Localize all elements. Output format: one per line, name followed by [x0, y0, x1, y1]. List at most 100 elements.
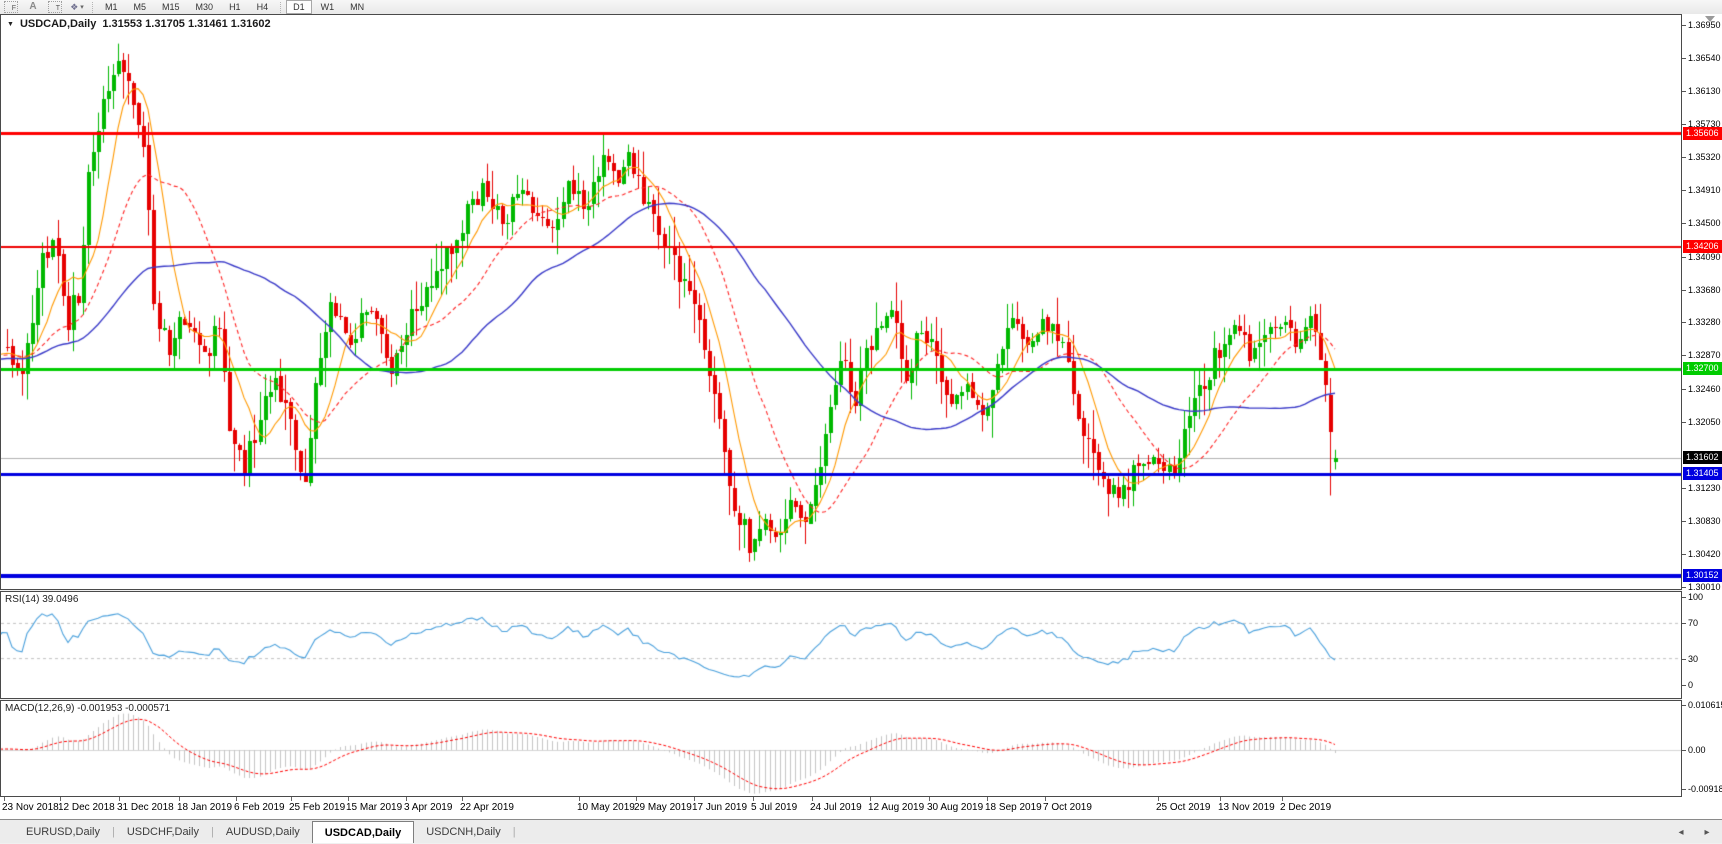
date-axis-label: 6 Feb 2019	[234, 802, 285, 813]
timeframe-button-m5[interactable]: M5	[133, 2, 147, 12]
date-tick-mark	[60, 797, 61, 801]
axis-tick-mark	[1682, 355, 1686, 356]
price-axis-label: 1.31230	[1688, 483, 1721, 493]
timeframe-button-h4[interactable]: H4	[256, 2, 269, 12]
symbol-tab-usdcad[interactable]: USDCAD,Daily	[311, 821, 415, 843]
price-chart-panel[interactable]: ▼ USDCAD,Daily 1.31553 1.31705 1.31461 1…	[0, 14, 1682, 590]
price-axis-label: 1.32870	[1688, 350, 1721, 360]
price-level-badge: 1.30152	[1683, 569, 1722, 582]
date-axis-label: 23 Nov 2018	[2, 802, 59, 813]
axis-tick-mark	[1682, 257, 1686, 258]
axis-tick-mark	[1682, 389, 1686, 390]
rsi-label: RSI(14) 39.0496	[5, 594, 79, 605]
chart-symbol-label: USDCAD,Daily	[19, 18, 97, 30]
toolbar-separator	[280, 1, 282, 13]
timeframe-button-mn[interactable]: MN	[350, 2, 365, 12]
symbol-tab-eurusd[interactable]: EURUSD,Daily	[26, 825, 100, 838]
axis-tick-mark	[1682, 124, 1686, 125]
price-level-badge: 1.31405	[1683, 467, 1722, 480]
dropdown-caret-icon[interactable]: ▾	[80, 4, 84, 11]
price-axis-label: 1.30830	[1688, 516, 1721, 526]
tabs-scroll-left-icon[interactable]: ◂	[1678, 826, 1684, 838]
date-axis-label: 18 Jan 2019	[177, 802, 233, 813]
price-level-badge: 1.31602	[1683, 451, 1722, 464]
timeframe-button-m1[interactable]: M1	[105, 2, 118, 12]
date-tick-mark	[236, 797, 237, 801]
date-tick-mark	[870, 797, 871, 801]
axis-tick-mark	[1682, 488, 1686, 489]
price-level-badge: 1.32700	[1683, 362, 1722, 375]
axis-tick-mark	[1682, 223, 1686, 224]
date-tick-mark	[406, 797, 407, 801]
date-axis-label: 7 Oct 2019	[1043, 802, 1092, 813]
price-axis-label: 1.36130	[1688, 86, 1721, 96]
symbol-tab-usdcnh[interactable]: USDCNH,Daily	[426, 825, 501, 838]
text-box-icon[interactable]: T	[47, 1, 63, 13]
date-axis-label: 15 Mar 2019	[346, 802, 403, 813]
price-axis-label: 1.30420	[1688, 549, 1721, 559]
time-axis-scale[interactable]: 23 Nov 2018 12 Dec 2018 31 Dec 2018 18 Jan …	[0, 797, 1722, 819]
date-axis-label: 13 Nov 2019	[1218, 802, 1275, 813]
macd-axis-label: 0.00	[1688, 745, 1706, 755]
axis-tick-mark	[1682, 597, 1686, 598]
axis-tick-mark	[1682, 322, 1686, 323]
tab-divider: |	[111, 825, 115, 838]
colors-icon-glyph: ❖	[70, 2, 79, 12]
date-axis-label: 12 Aug 2019	[868, 802, 925, 813]
axis-tick-mark	[1682, 623, 1686, 624]
colors-icon[interactable]: ❖ ▾	[69, 1, 85, 13]
timeframe-button-d1[interactable]: D1	[286, 0, 312, 14]
axis-tick-mark	[1682, 190, 1686, 191]
chart-tabs: EURUSD,Daily | USDCHF,Daily | AUDUSD,Daily US…	[14, 820, 516, 843]
price-axis-scale[interactable]: 1.36950 1.36540 1.36130 1.35730 1.35320 1.349…	[1682, 14, 1722, 797]
date-axis-label: 3 Apr 2019	[404, 802, 453, 813]
timeframe-button-w1[interactable]: W1	[320, 2, 335, 12]
chart-shift-marker-icon	[1705, 16, 1715, 22]
text-label-icon[interactable]: A	[25, 1, 41, 13]
rsi-indicator-panel[interactable]: RSI(14) 39.0496	[0, 591, 1682, 699]
tab-divider: |	[210, 825, 214, 838]
timeframe-button-m30[interactable]: M30	[195, 2, 214, 12]
axis-tick-mark	[1682, 422, 1686, 423]
date-axis-label: 10 May 2019	[577, 802, 635, 813]
rsi-axis-label: 0	[1688, 680, 1694, 690]
date-tick-mark	[694, 797, 695, 801]
symbol-caret-icon[interactable]: ▼	[7, 20, 14, 28]
tabs-scroll-right-icon[interactable]: ▸	[1704, 826, 1710, 838]
price-axis-label: 1.35730	[1688, 119, 1721, 129]
macd-indicator-panel[interactable]: MACD(12,26,9) -0.001953 -0.000571	[0, 700, 1682, 797]
date-axis-label: 25 Oct 2019	[1156, 802, 1211, 813]
price-chart-canvas[interactable]	[1, 15, 1681, 589]
date-tick-mark	[462, 797, 463, 801]
price-axis-label: 1.34090	[1688, 252, 1721, 262]
rsi-canvas[interactable]	[1, 592, 1681, 698]
date-tick-mark	[1220, 797, 1221, 801]
date-axis-label: 29 May 2019	[634, 802, 692, 813]
axis-tick-mark	[1682, 554, 1686, 555]
text-label-icon-glyph: A	[29, 1, 37, 12]
date-tick-mark	[291, 797, 292, 801]
axis-tick-mark	[1682, 587, 1686, 588]
axis-tick-mark	[1682, 685, 1686, 686]
date-tick-mark	[1045, 797, 1046, 801]
timeframe-button-m15[interactable]: M15	[162, 2, 180, 12]
symbol-tab-audusd[interactable]: AUDUSD,Daily	[225, 825, 300, 838]
price-axis-label: 1.30010	[1688, 582, 1721, 592]
macd-canvas[interactable]	[1, 701, 1681, 796]
price-axis-label: 1.33680	[1688, 285, 1721, 295]
date-axis-label: 30 Aug 2019	[927, 802, 984, 813]
timeframe-button-h1[interactable]: H1	[229, 2, 241, 12]
date-axis-label: 24 Jul 2019	[810, 802, 862, 813]
axis-tick-mark	[1682, 789, 1686, 790]
axis-tick-mark	[1682, 58, 1686, 59]
axis-tick-mark	[1682, 521, 1686, 522]
date-tick-mark	[119, 797, 120, 801]
date-tick-mark	[987, 797, 988, 801]
date-axis-label: 31 Dec 2018	[117, 802, 174, 813]
axis-tick-mark	[1682, 91, 1686, 92]
price-axis-label: 1.35320	[1688, 152, 1721, 162]
date-tick-mark	[812, 797, 813, 801]
symbol-tab-usdchf[interactable]: USDCHF,Daily	[126, 825, 199, 838]
indicator-frame-icon[interactable]: F	[3, 1, 19, 13]
